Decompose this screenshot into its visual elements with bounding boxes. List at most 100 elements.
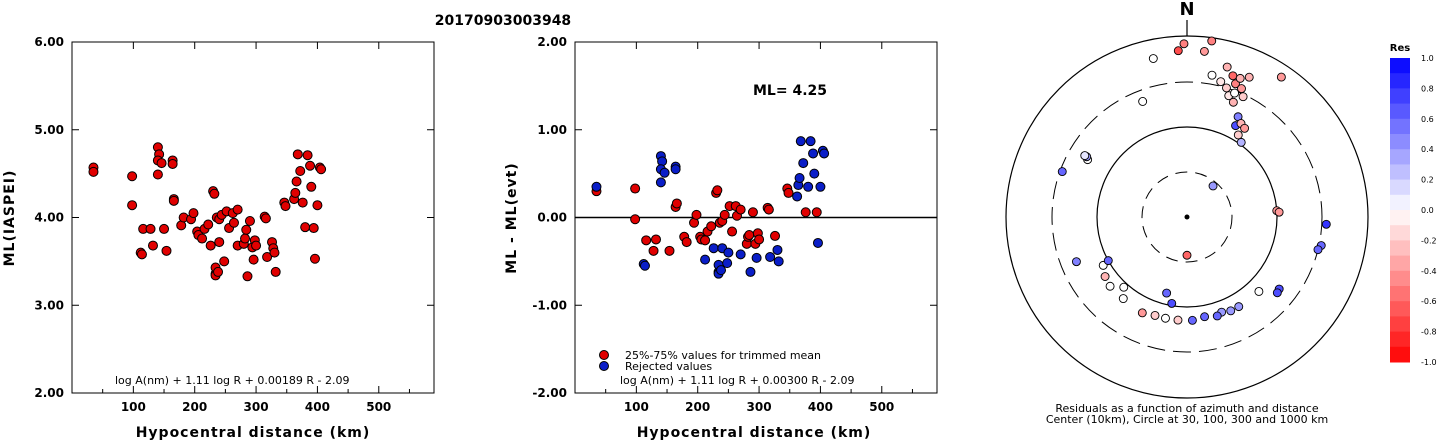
- colorbar-step: [1390, 210, 1410, 226]
- colorbar-ticks: 1.0 0.8 0.6 0.4 0.2 0.0 -0.2 -0.4 -0.6 -0.8 -1.0: [1421, 54, 1437, 367]
- points-1: [88, 142, 327, 282]
- colorbar-step: [1390, 149, 1410, 165]
- data-point: [244, 216, 255, 227]
- station-point: [1237, 84, 1246, 94]
- data-point: [722, 258, 733, 269]
- data-point: [754, 234, 765, 245]
- data-point: [305, 160, 316, 171]
- data-point: [803, 181, 814, 192]
- data-point: [188, 208, 199, 219]
- colorbar-tick-label: -0.6: [1421, 297, 1437, 306]
- colorbar-tick-label: -0.4: [1421, 267, 1437, 276]
- data-point: [262, 251, 273, 262]
- points-3: [1057, 36, 1331, 325]
- colorbar-step: [1390, 134, 1410, 150]
- x-tick-label: 200: [182, 400, 207, 414]
- x-tick-label: 100: [624, 400, 649, 414]
- colorbar-step: [1390, 164, 1410, 181]
- station-point: [1150, 310, 1160, 320]
- colorbar-tick-label: 1.0: [1421, 54, 1434, 63]
- colorbar-step: [1390, 58, 1410, 74]
- station-point: [1148, 54, 1158, 63]
- data-point: [136, 249, 147, 260]
- colorbar-step: [1390, 255, 1410, 272]
- data-point: [798, 158, 809, 169]
- station-point: [1235, 73, 1245, 83]
- data-point: [251, 240, 262, 251]
- data-point: [302, 150, 313, 161]
- colorbar: Res 1.0 0.8 0.6 0.4 0.2 0.0 -0.2 -0.4 -0.6 -0.8 -1…: [1390, 43, 1437, 367]
- ring-300km: [1051, 81, 1323, 353]
- station-point: [1313, 245, 1323, 255]
- station-point: [1119, 282, 1129, 292]
- station-point: [1173, 315, 1183, 325]
- station-point: [1182, 250, 1192, 260]
- x-axis-label-1: Hypocentral distance (km): [136, 425, 371, 441]
- data-point: [203, 219, 214, 230]
- data-point: [159, 223, 170, 234]
- data-point: [681, 237, 692, 248]
- station-point: [1187, 315, 1197, 325]
- station-point: [1236, 137, 1246, 147]
- colorbar-step: [1390, 194, 1410, 211]
- data-point: [152, 169, 163, 180]
- data-point: [291, 176, 302, 187]
- data-point: [811, 207, 822, 218]
- colorbar-title: Res: [1390, 43, 1410, 54]
- station-point: [1222, 62, 1232, 72]
- data-point: [648, 245, 659, 256]
- data-point: [700, 235, 711, 246]
- station-point: [1080, 151, 1090, 161]
- data-point: [147, 240, 158, 251]
- x-tick-label: 400: [808, 400, 833, 414]
- data-point: [297, 197, 308, 208]
- figure-title: 20170903003948: [435, 13, 571, 29]
- legend: 25%-75% values for trimmed mean Rejected…: [599, 349, 821, 373]
- station-point: [1321, 219, 1331, 229]
- legend-marker-kept: [599, 350, 609, 360]
- data-point: [735, 249, 746, 260]
- data-point: [773, 256, 784, 267]
- colorbar-step: [1390, 270, 1410, 287]
- colorbar-step: [1390, 103, 1410, 120]
- station-point: [1118, 294, 1128, 304]
- data-point: [630, 214, 641, 225]
- data-point: [664, 245, 675, 256]
- colorbar-step: [1390, 225, 1410, 241]
- legend-marker-rejected: [599, 361, 609, 371]
- axis-ticks-2: 100 200 300 400 500 -2.00 -1.00 0.00 1.00 2.00: [532, 35, 937, 414]
- station-point: [1071, 257, 1081, 267]
- station-point: [1254, 287, 1264, 296]
- data-point: [763, 204, 774, 215]
- ring-1000km: [1005, 35, 1369, 399]
- data-point: [747, 207, 758, 218]
- station-point: [1233, 130, 1243, 140]
- x-tick-label: 200: [685, 400, 710, 414]
- x-tick-label: 300: [747, 400, 772, 414]
- north-label: N: [1179, 0, 1194, 20]
- station-point: [1276, 72, 1286, 82]
- station-point: [1167, 298, 1177, 308]
- colorbar-tick-label: 0.6: [1421, 115, 1434, 124]
- station-point: [1234, 302, 1244, 312]
- data-point: [723, 247, 734, 258]
- colorbar-step: [1390, 286, 1410, 302]
- station-point: [1105, 281, 1115, 291]
- colorbar-step: [1390, 331, 1410, 348]
- y-tick-label: 4.00: [34, 211, 64, 225]
- data-point: [794, 173, 805, 184]
- axis-ticks-1: 100 200 300 400 500 2.00 3.00 4.00 5.00 6.00: [34, 35, 434, 414]
- panel-ml-vs-distance: 100 200 300 400 500 2.00 3.00 4.00 5.00 6.00 ML(I…: [2, 35, 435, 441]
- station-point: [1228, 71, 1238, 81]
- points-2: [591, 136, 830, 279]
- data-point: [241, 224, 252, 235]
- data-point: [812, 237, 823, 248]
- y-tick-label: -2.00: [532, 386, 567, 400]
- colorbar-tick-label: 0.0: [1421, 206, 1434, 215]
- data-point: [735, 204, 746, 215]
- data-point: [240, 233, 251, 244]
- data-point: [161, 245, 172, 256]
- data-point: [242, 271, 253, 282]
- station-point: [1240, 123, 1250, 133]
- data-point: [800, 207, 811, 218]
